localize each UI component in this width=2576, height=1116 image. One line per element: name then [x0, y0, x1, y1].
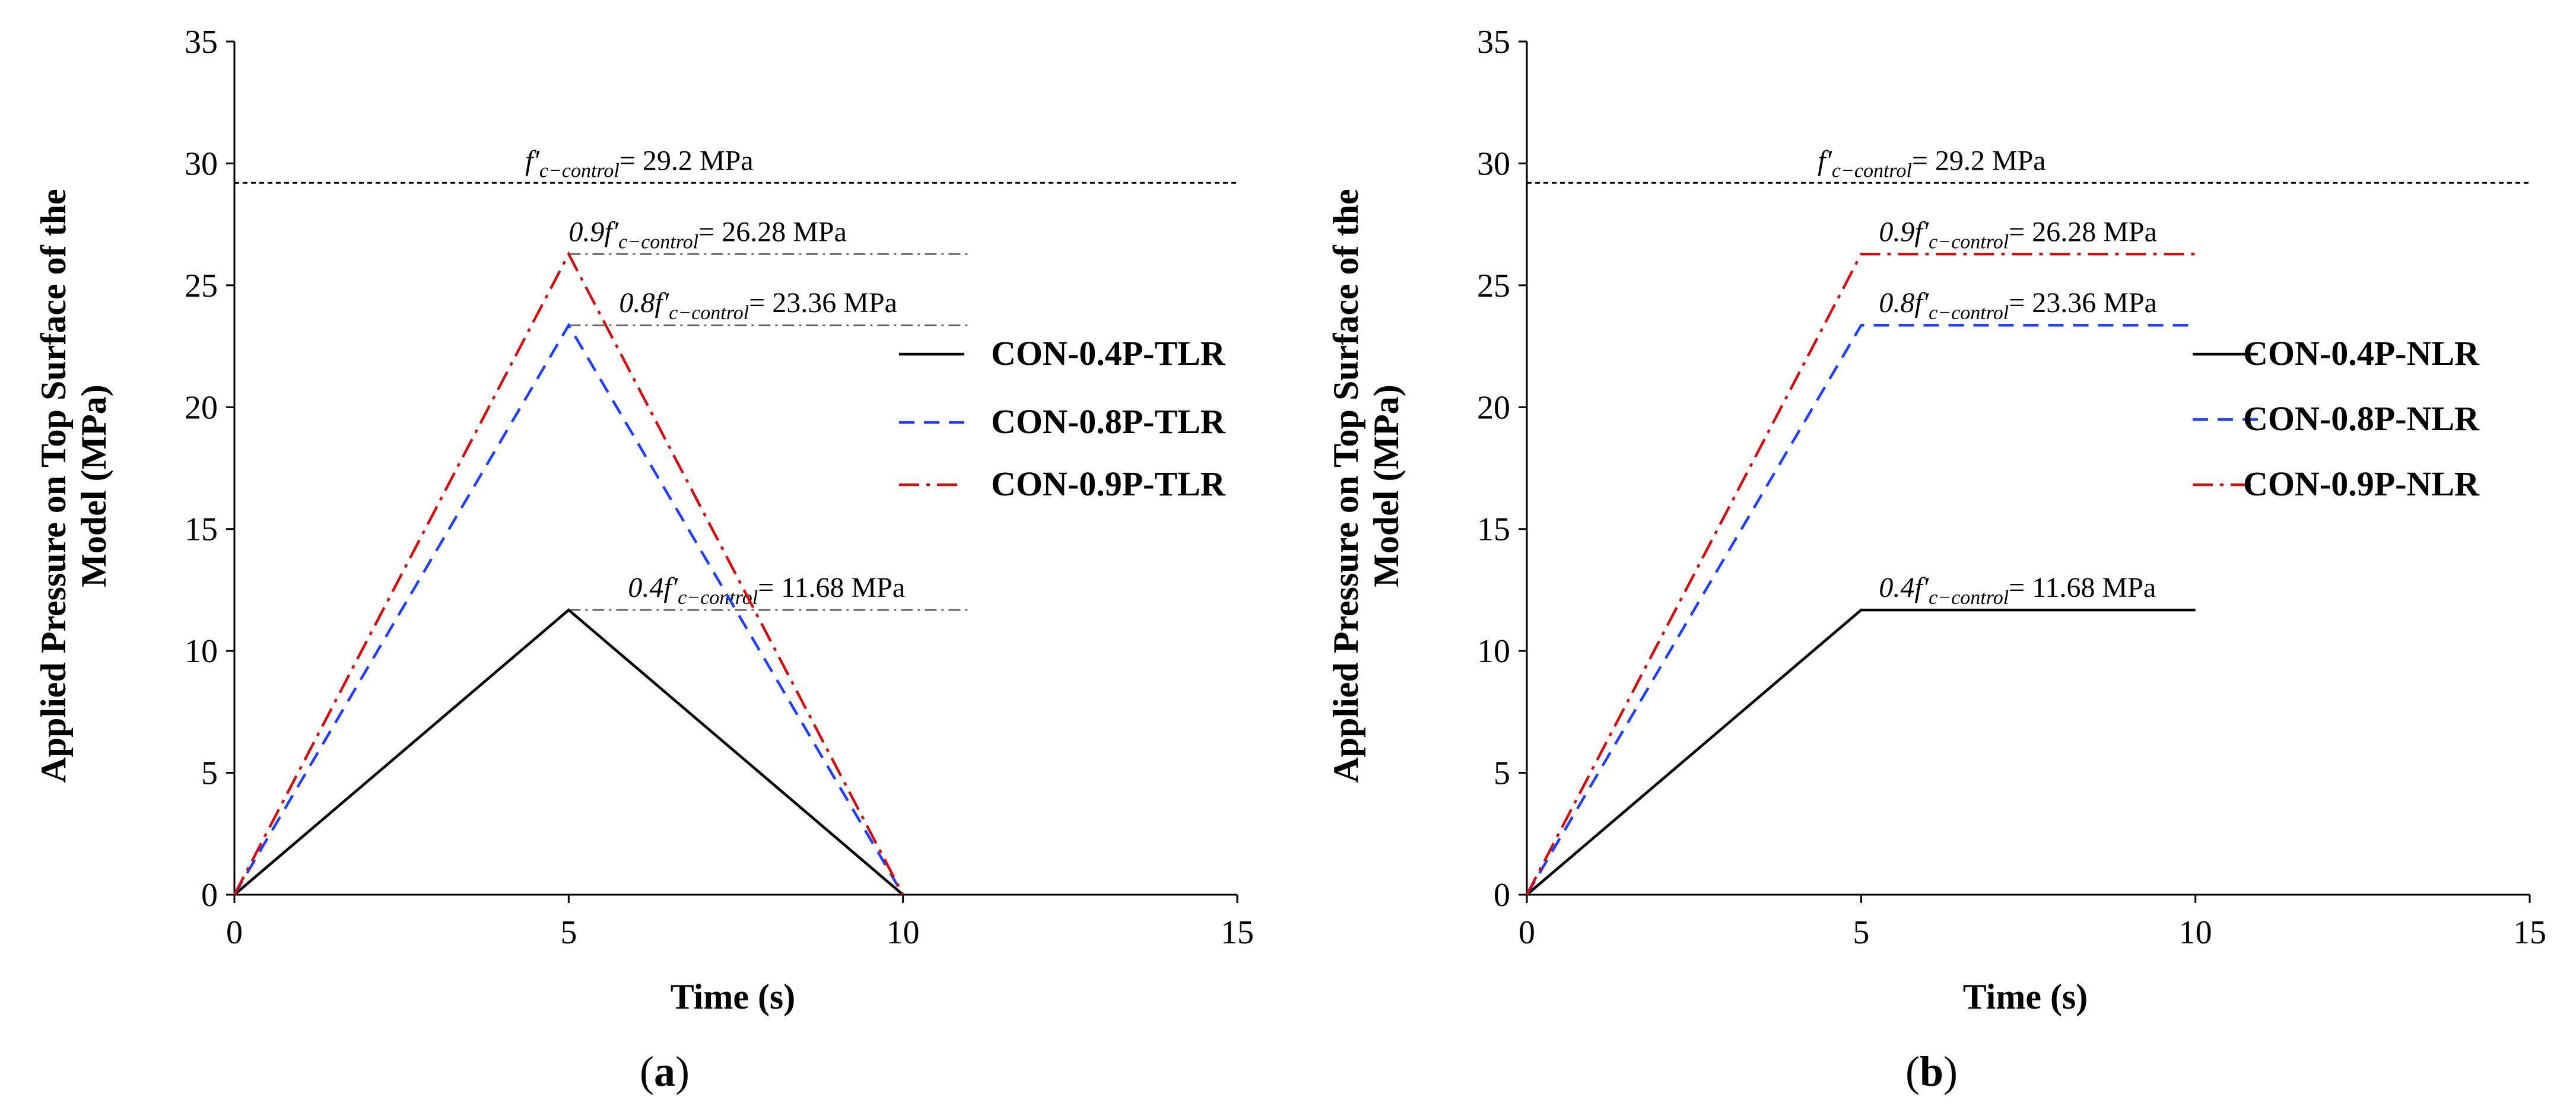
reference-label-value: = 23.36 MPa [2009, 287, 2157, 319]
x-tick-label: 0 [1519, 914, 1535, 951]
reference-label-subscript: c−control [618, 231, 698, 253]
y-axis-title: Applied Pressure on Top Surface of theMo… [34, 189, 113, 783]
y-axis-title-line2: Model (MPa) [1367, 384, 1406, 587]
y-tick-label: 5 [201, 755, 218, 792]
legend-label: CON-0.9P-TLR [991, 465, 1226, 503]
legend-label: CON-0.8P-TLR [991, 402, 1226, 441]
control-label-subscript: c−control [539, 160, 620, 182]
y-tick-label: 10 [1477, 633, 1510, 670]
reference-label: 0.8f′c−control= 23.36 MPa [619, 287, 897, 324]
x-tick-label: 15 [1221, 914, 1254, 951]
chart-panel-b: 0 5 10 15 20 25 30 35 0 5 10 15 Time (s) Applied Pres… [1326, 24, 2546, 1095]
reference-label: 0.8f′c−control= 23.36 MPa [1879, 287, 2157, 324]
x-axis-title: Time (s) [1963, 977, 2088, 1016]
control-strength-label: f′c−control= 29.2 MPa [525, 145, 754, 182]
reference-label-value: = 11.68 MPa [758, 572, 905, 603]
y-tick-label: 5 [1494, 755, 1510, 792]
reference-label-prefix: 0.9f′ [568, 216, 619, 247]
x-tick-label: 5 [1853, 914, 1869, 951]
x-tick-label: 15 [2513, 914, 2546, 951]
y-tick-label: 15 [1477, 511, 1510, 548]
reference-label-prefix: 0.8f′ [619, 287, 669, 319]
series-line-con-0.8p-nlr [1526, 323, 2196, 896]
y-tick-label: 30 [185, 145, 218, 182]
reference-label-subscript: c−control [1929, 231, 2009, 253]
y-tick-label: 35 [185, 24, 218, 61]
reference-label-prefix: 0.9f′ [1879, 216, 1929, 247]
control-label-subscript: c−control [1832, 160, 1912, 182]
caption-open: ( [640, 1048, 654, 1095]
y-tick-label: 25 [1477, 268, 1510, 304]
y-tick-label: 20 [185, 389, 218, 426]
control-label-prefix: f′ [525, 145, 540, 176]
panel-caption-letter: b [1920, 1048, 1943, 1095]
x-tick-label: 10 [2179, 914, 2212, 951]
legend-label: CON-0.4P-NLR [2243, 334, 2480, 373]
series-line-con-0.4p-tlr [233, 608, 904, 896]
reference-label-value: = 11.68 MPa [2009, 572, 2156, 603]
x-axis-title: Time (s) [671, 977, 796, 1016]
y-tick-label: 35 [1477, 24, 1510, 61]
y-axis-title: Applied Pressure on Top Surface of theMo… [1326, 189, 1406, 783]
x-tick-label: 5 [560, 914, 577, 951]
series-line-con-0.4p-nlr [1526, 608, 2196, 896]
panel-caption: (b) [1905, 1048, 1958, 1095]
y-tick-label: 30 [1477, 145, 1510, 182]
y-tick-label: 10 [185, 633, 218, 670]
caption-close: ) [675, 1048, 690, 1095]
panel-caption-letter: a [654, 1048, 675, 1095]
reference-label-value: = 23.36 MPa [749, 287, 897, 319]
chart-panel-a: 0 5 10 15 20 25 30 35 0 5 10 15 Time (s) Applied Pres… [34, 24, 1254, 1095]
y-tick-label: 20 [1477, 389, 1510, 426]
reference-label-subscript: c−control [669, 302, 749, 324]
reference-label: 0.9f′c−control= 26.28 MPa [1879, 216, 2157, 253]
reference-label-subscript: c−control [1929, 587, 2009, 609]
legend-label: CON-0.9P-NLR [2243, 465, 2480, 503]
series-line-con-0.9p-nlr [1526, 253, 2196, 896]
y-tick-label: 0 [1494, 877, 1510, 914]
y-tick-label: 25 [185, 268, 218, 304]
control-label-value: = 29.2 MPa [620, 145, 754, 176]
reference-label-value: = 26.28 MPa [2009, 216, 2157, 247]
y-axis-title-line1: Applied Pressure on Top Surface of the [1326, 189, 1365, 783]
panel-caption: (a) [640, 1048, 690, 1095]
caption-open: ( [1905, 1048, 1920, 1095]
legend-label: CON-0.4P-TLR [991, 334, 1226, 373]
y-tick-label: 0 [201, 877, 218, 914]
x-tick-label: 10 [887, 914, 920, 951]
reference-label-prefix: 0.4f′ [1879, 572, 1929, 603]
control-label-prefix: f′ [1818, 145, 1832, 176]
caption-close: ) [1943, 1048, 1958, 1095]
reference-label-subscript: c−control [678, 587, 758, 609]
reference-label: 0.4f′c−control= 11.68 MPa [1879, 572, 2156, 609]
reference-label-prefix: 0.4f′ [628, 572, 678, 603]
reference-label-subscript: c−control [1929, 302, 2009, 324]
reference-label: 0.4f′c−control= 11.68 MPa [628, 572, 905, 609]
series-line-con-0.9p-tlr [233, 251, 904, 896]
reference-label: 0.9f′c−control= 26.28 MPa [568, 216, 847, 253]
reference-label-value: = 26.28 MPa [698, 216, 847, 247]
legend-label: CON-0.8P-NLR [2243, 399, 2480, 438]
y-axis-title-line1: Applied Pressure on Top Surface of the [34, 189, 73, 783]
y-tick-label: 15 [185, 511, 218, 548]
control-label-value: = 29.2 MPa [1912, 145, 2046, 176]
y-axis-title-line2: Model (MPa) [74, 384, 113, 587]
series-line-con-0.8p-tlr [233, 322, 904, 896]
control-strength-label: f′c−control= 29.2 MPa [1818, 145, 2046, 182]
x-tick-label: 0 [226, 914, 243, 951]
reference-label-prefix: 0.8f′ [1879, 287, 1929, 319]
